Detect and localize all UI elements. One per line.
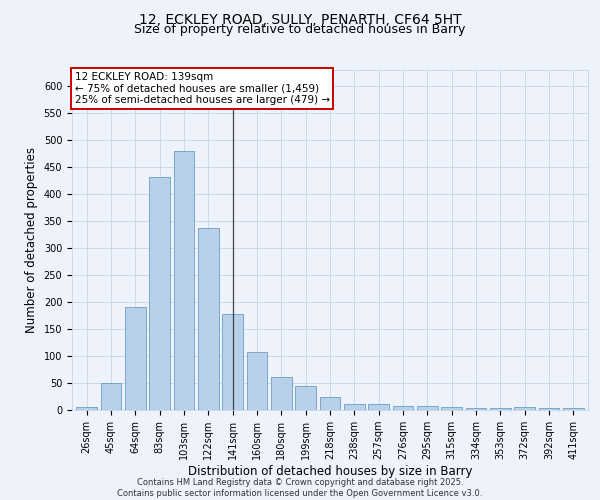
Bar (101, 383, 121, 410)
Bar (344, 404, 365, 410)
Bar (76, 408, 97, 410)
Bar (222, 314, 243, 410)
Bar (417, 406, 438, 410)
Bar (125, 308, 146, 410)
Bar (247, 352, 268, 410)
Bar (173, 151, 194, 410)
Text: Contains HM Land Registry data © Crown copyright and database right 2025.
Contai: Contains HM Land Registry data © Crown c… (118, 478, 482, 498)
Bar (490, 408, 511, 410)
Bar (563, 408, 584, 410)
Bar (198, 228, 218, 410)
Bar (320, 397, 340, 410)
Text: Size of property relative to detached houses in Barry: Size of property relative to detached ho… (134, 22, 466, 36)
Bar (466, 408, 487, 410)
Y-axis label: Number of detached properties: Number of detached properties (25, 147, 38, 333)
Bar (514, 407, 535, 410)
Bar (271, 376, 292, 410)
Bar (368, 404, 389, 410)
Text: 12, ECKLEY ROAD, SULLY, PENARTH, CF64 5HT: 12, ECKLEY ROAD, SULLY, PENARTH, CF64 5H… (139, 12, 461, 26)
Bar (392, 406, 413, 410)
Bar (295, 386, 316, 410)
Bar (149, 177, 170, 410)
Text: 12 ECKLEY ROAD: 139sqm
← 75% of detached houses are smaller (1,459)
25% of semi-: 12 ECKLEY ROAD: 139sqm ← 75% of detached… (74, 72, 330, 105)
Bar (442, 408, 462, 410)
Bar (539, 408, 559, 410)
X-axis label: Distribution of detached houses by size in Barry: Distribution of detached houses by size … (188, 465, 472, 478)
